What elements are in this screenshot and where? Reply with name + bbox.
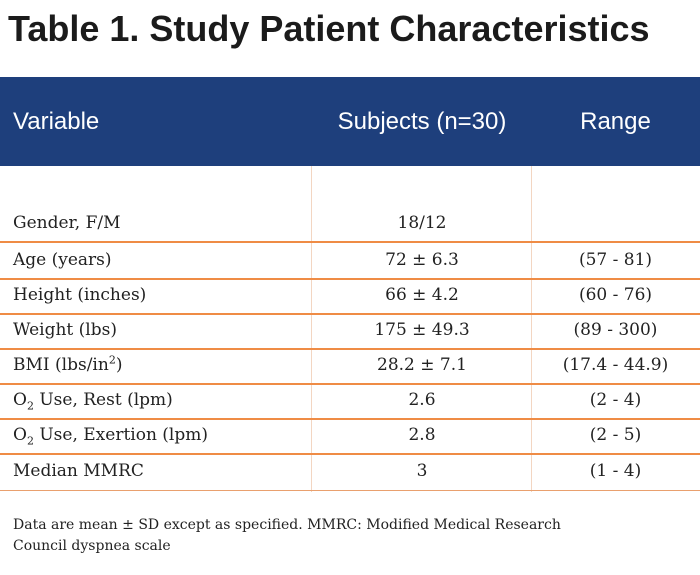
table-footnote: Data are mean ± SD except as specified. … bbox=[13, 515, 653, 557]
row-divider bbox=[0, 313, 700, 315]
column-header-range: Range bbox=[580, 108, 651, 135]
cell-subjects: 2.8 bbox=[408, 425, 436, 445]
row-divider bbox=[0, 278, 700, 280]
cell-range: (17.4 - 44.9) bbox=[562, 355, 669, 375]
row-divider bbox=[0, 453, 700, 455]
footnote-line: Council dyspnea scale bbox=[13, 538, 171, 554]
cell-range: (89 - 300) bbox=[573, 320, 658, 340]
cell-variable: BMI (lbs/in2) bbox=[13, 353, 123, 375]
cell-range bbox=[531, 206, 700, 241]
cell-range: (60 - 76) bbox=[578, 285, 653, 305]
cell-subjects: 72 ± 6.3 bbox=[385, 250, 459, 270]
table-row: O2 Use, Rest (lpm) 2.6 (2 - 4) bbox=[0, 383, 700, 418]
row-divider bbox=[0, 241, 700, 243]
cell-variable: Age (years) bbox=[13, 250, 112, 270]
row-divider bbox=[0, 383, 700, 385]
table-row: O2 Use, Exertion (lpm) 2.8 (2 - 5) bbox=[0, 418, 700, 453]
table-row: Gender, F/M 18/12 bbox=[0, 206, 700, 241]
column-divider bbox=[311, 166, 312, 492]
row-divider bbox=[0, 418, 700, 420]
table-title: Table 1. Study Patient Characteristics bbox=[8, 8, 650, 49]
cell-range: (57 - 81) bbox=[578, 250, 653, 270]
row-divider bbox=[0, 348, 700, 350]
subscript: 2 bbox=[26, 434, 34, 448]
table-body: Gender, F/M 18/12 Age (years) 72 ± 6.3 (… bbox=[0, 166, 700, 492]
superscript: 2 bbox=[108, 353, 116, 367]
table-row: Height (inches) 66 ± 4.2 (60 - 76) bbox=[0, 278, 700, 313]
cell-range: (2 - 4) bbox=[589, 390, 642, 410]
cell-subjects: 28.2 ± 7.1 bbox=[377, 355, 467, 375]
cell-subjects: 66 ± 4.2 bbox=[385, 285, 459, 305]
table-bottom-rule bbox=[0, 490, 700, 491]
cell-variable: Weight (lbs) bbox=[13, 320, 117, 340]
table-header: Variable Subjects (n=30) Range bbox=[0, 77, 700, 166]
column-header-variable: Variable bbox=[13, 108, 100, 135]
subscript: 2 bbox=[26, 399, 34, 413]
cell-variable: O2 Use, Exertion (lpm) bbox=[13, 425, 209, 448]
table-row: BMI (lbs/in2) 28.2 ± 7.1 (17.4 - 44.9) bbox=[0, 348, 700, 383]
cell-range: (2 - 5) bbox=[589, 425, 642, 445]
footnote-line: Data are mean ± SD except as specified. … bbox=[13, 517, 561, 533]
cell-variable: O2 Use, Rest (lpm) bbox=[13, 390, 173, 413]
column-divider bbox=[531, 166, 532, 492]
cell-variable: Gender, F/M bbox=[13, 213, 121, 233]
cell-variable: Median MMRC bbox=[13, 461, 144, 481]
cell-subjects: 2.6 bbox=[408, 390, 436, 410]
cell-range: (1 - 4) bbox=[589, 461, 642, 481]
cell-subjects: 3 bbox=[416, 461, 428, 481]
column-header-subjects: Subjects (n=30) bbox=[337, 108, 507, 135]
cell-subjects: 175 ± 49.3 bbox=[374, 320, 470, 340]
table-row: Weight (lbs) 175 ± 49.3 (89 - 300) bbox=[0, 313, 700, 348]
cell-variable: Height (inches) bbox=[13, 285, 147, 305]
table-row: Age (years) 72 ± 6.3 (57 - 81) bbox=[0, 243, 700, 278]
cell-subjects: 18/12 bbox=[397, 213, 447, 233]
table-row: Median MMRC 3 (1 - 4) bbox=[0, 454, 700, 489]
